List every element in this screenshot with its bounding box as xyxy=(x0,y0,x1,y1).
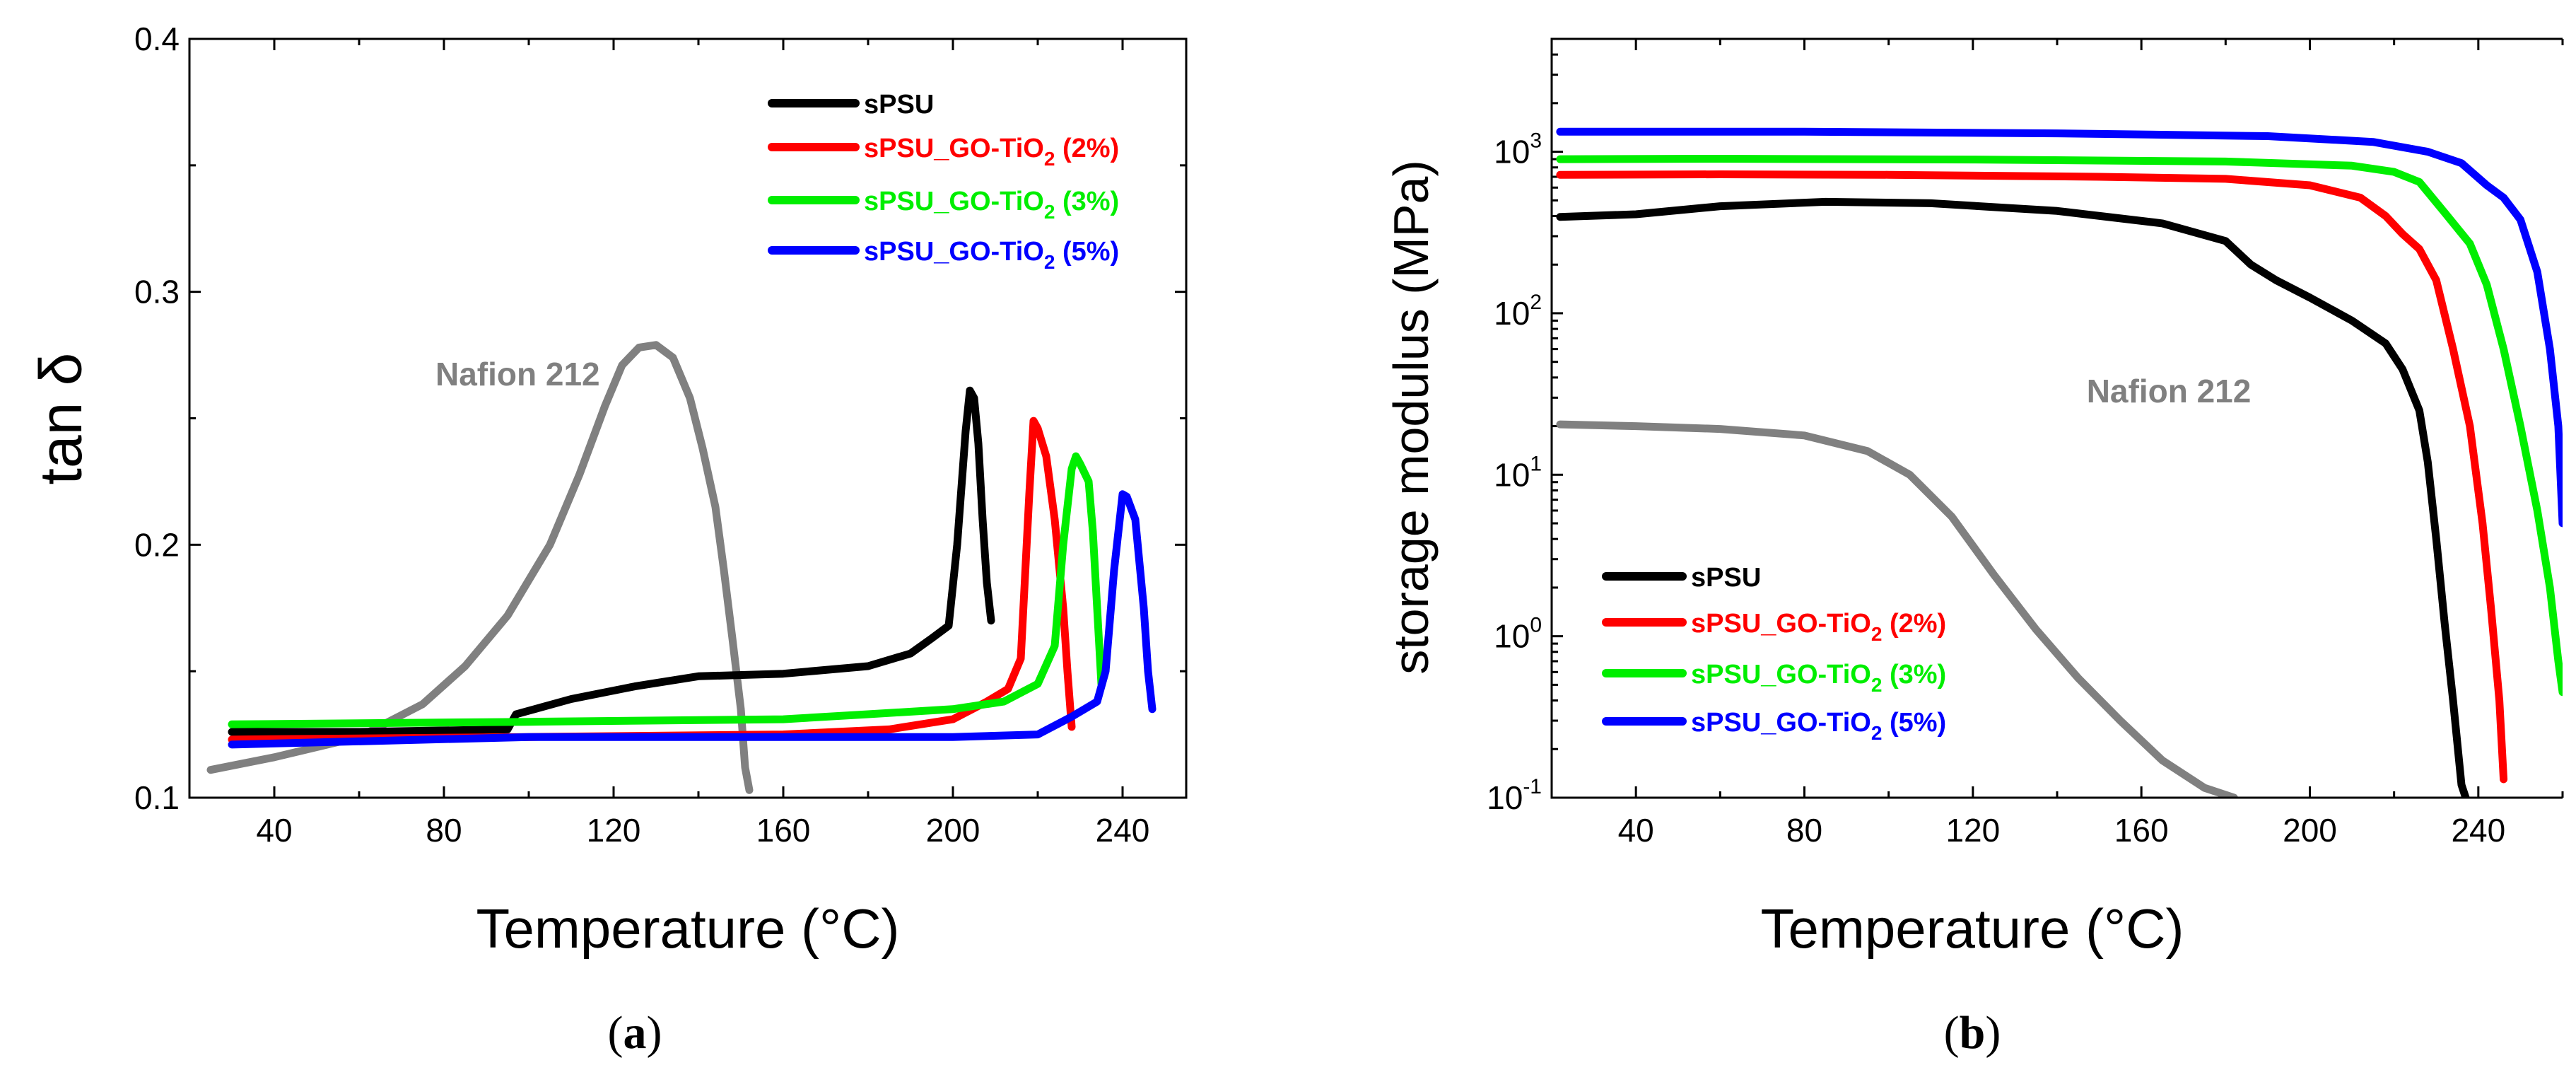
panel-a-frame xyxy=(188,37,1188,799)
legend-entry-go-tio2-3: sPSU_GO-TiO2 (3%) xyxy=(1602,660,1946,696)
legend-label-go-tio2-3: sPSU_GO-TiO2 (3%) xyxy=(1691,660,1946,696)
x-tick-label: 160 xyxy=(2114,812,2169,849)
legend-entry-go-tio2-2: sPSU_GO-TiO2 (2%) xyxy=(768,134,1119,170)
y-tick-label: 0.4 xyxy=(134,21,180,57)
x-tick-label: 40 xyxy=(1618,812,1654,849)
y-tick-label: 0.1 xyxy=(134,779,180,816)
y-tick-label: 103 xyxy=(1494,129,1542,170)
x-tick-label: 160 xyxy=(756,812,811,849)
panel-b-x-axis-label: Temperature (°C) xyxy=(1760,897,2184,960)
x-tick-label: 80 xyxy=(1786,812,1822,849)
x-tick-label: 120 xyxy=(1945,812,2000,849)
panel-a-x-axis-label: Temperature (°C) xyxy=(476,897,899,960)
legend-label-go-tio2-3: sPSU_GO-TiO2 (3%) xyxy=(864,187,1119,223)
y-tick-label: 100 xyxy=(1494,614,1542,655)
panel-b-series xyxy=(1556,127,2563,798)
series-line-spsu-go-tio2-3 xyxy=(228,452,1106,728)
x-tick-label: 120 xyxy=(587,812,641,849)
legend-entry-spsu: sPSU xyxy=(1602,563,1761,593)
series-line-spsu xyxy=(1556,197,2470,798)
legend-label-go-tio2-5: sPSU_GO-TiO2 (5%) xyxy=(864,237,1119,273)
x-tick-label: 40 xyxy=(256,812,292,849)
x-tick-label: 240 xyxy=(2451,812,2505,849)
x-tick-label: 240 xyxy=(1096,812,1150,849)
panel-a-caption: (a) xyxy=(608,1007,662,1059)
legend-label-spsu: sPSU xyxy=(1691,563,1761,593)
panel-a-y-axis-label: tan δ xyxy=(28,353,94,485)
legend-label-spsu: sPSU xyxy=(864,90,934,120)
series-line-nafion-212 xyxy=(1556,420,2238,798)
panel-b-tick-labels: 40 80 120 160 200 240 10-1 100 101 102 103 xyxy=(1487,129,2505,849)
y-tick-label: 0.2 xyxy=(134,526,180,563)
series-line-spsu-go-tio2-5 xyxy=(228,490,1157,749)
series-line-spsu xyxy=(228,386,995,736)
panel-b-legend: sPSU sPSU_GO-TiO2 (2%) sPSU_GO-TiO2 (3%)… xyxy=(1602,563,1946,744)
series-line-spsu-go-tio2-3 xyxy=(1556,155,2563,697)
legend-entry-go-tio2-2: sPSU_GO-TiO2 (2%) xyxy=(1602,609,1946,645)
legend-label-go-tio2-5: sPSU_GO-TiO2 (5%) xyxy=(1691,708,1946,744)
series-line-spsu-go-tio2-5 xyxy=(1556,127,2563,528)
y-tick-label: 101 xyxy=(1494,452,1542,493)
panel-b-annotation-nafion: Nafion 212 xyxy=(2087,373,2252,409)
legend-entry-go-tio2-3: sPSU_GO-TiO2 (3%) xyxy=(768,187,1119,223)
legend-entry-go-tio2-5: sPSU_GO-TiO2 (5%) xyxy=(768,237,1119,273)
panel-a-series xyxy=(206,341,1157,794)
panel-a-legend: sPSU sPSU_GO-TiO2 (2%) sPSU_GO-TiO2 (3%)… xyxy=(768,90,1119,273)
y-tick-label: 10-1 xyxy=(1487,775,1542,816)
x-tick-label: 200 xyxy=(2283,812,2337,849)
panel-a-tick-labels: 40 80 120 160 200 240 0.1 0.2 0.3 0.4 xyxy=(134,21,1149,849)
panel-b-caption: (b) xyxy=(1944,1007,2001,1059)
x-tick-label: 200 xyxy=(926,812,980,849)
y-tick-label: 0.3 xyxy=(134,274,180,310)
panel-a-annotation-nafion: Nafion 212 xyxy=(435,356,600,392)
legend-label-go-tio2-2: sPSU_GO-TiO2 (2%) xyxy=(1691,609,1946,645)
legend-entry-spsu: sPSU xyxy=(768,90,934,120)
y-tick-label: 102 xyxy=(1494,291,1542,332)
panel-b-storage-modulus: 40 80 120 160 200 240 10-1 100 101 102 103 Nafion … xyxy=(1383,37,2564,1059)
panel-b-frame xyxy=(1550,37,2563,799)
x-tick-label: 80 xyxy=(426,812,462,849)
series-line-spsu-go-tio2-2 xyxy=(1556,170,2508,784)
legend-label-go-tio2-2: sPSU_GO-TiO2 (2%) xyxy=(864,134,1119,170)
panel-b-y-axis-label: storage modulus (MPa) xyxy=(1383,160,1439,675)
legend-entry-go-tio2-5: sPSU_GO-TiO2 (5%) xyxy=(1602,708,1946,744)
series-line-nafion-212 xyxy=(206,341,754,794)
